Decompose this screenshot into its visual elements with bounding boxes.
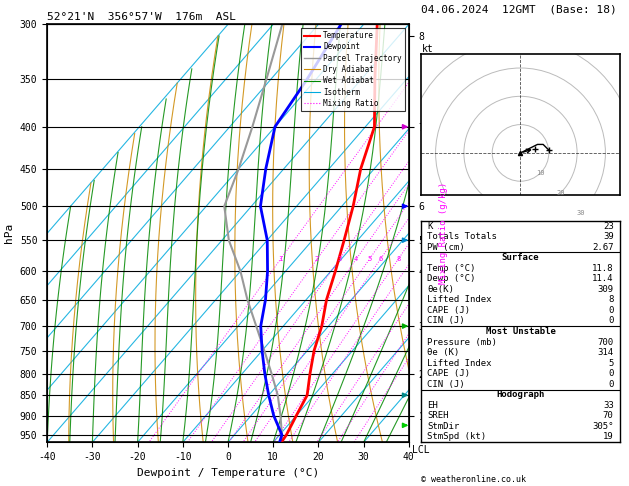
Text: 0: 0 <box>608 380 614 389</box>
Text: 0: 0 <box>608 369 614 378</box>
Text: 11.8: 11.8 <box>592 264 614 273</box>
Text: 19: 19 <box>603 433 614 441</box>
Text: 20: 20 <box>556 190 565 196</box>
Text: 3: 3 <box>338 256 342 262</box>
Text: SREH: SREH <box>427 411 449 420</box>
Y-axis label: hPa: hPa <box>4 223 14 243</box>
Text: 4: 4 <box>354 256 359 262</box>
Text: Temp (°C): Temp (°C) <box>427 264 476 273</box>
Text: θe(K): θe(K) <box>427 285 454 294</box>
Legend: Temperature, Dewpoint, Parcel Trajectory, Dry Adiabat, Wet Adiabat, Isotherm, Mi: Temperature, Dewpoint, Parcel Trajectory… <box>301 28 405 111</box>
Text: 0: 0 <box>608 306 614 315</box>
Text: 2: 2 <box>315 256 319 262</box>
Text: 6: 6 <box>378 256 382 262</box>
Text: 314: 314 <box>598 348 614 357</box>
Text: 8: 8 <box>608 295 614 304</box>
Text: K: K <box>427 222 433 230</box>
Text: 5: 5 <box>608 359 614 367</box>
Text: CIN (J): CIN (J) <box>427 380 465 389</box>
Text: 30: 30 <box>576 210 585 216</box>
Text: 305°: 305° <box>592 422 614 431</box>
Text: Mixing Ratio (g/kg): Mixing Ratio (g/kg) <box>439 182 448 284</box>
Text: EH: EH <box>427 401 438 410</box>
Text: CAPE (J): CAPE (J) <box>427 306 470 315</box>
Text: kt: kt <box>421 44 433 54</box>
Text: 70: 70 <box>603 411 614 420</box>
Y-axis label: km
ASL: km ASL <box>437 233 454 255</box>
Text: Lifted Index: Lifted Index <box>427 359 492 367</box>
Text: Surface: Surface <box>502 253 539 262</box>
Text: 309: 309 <box>598 285 614 294</box>
Text: © weatheronline.co.uk: © weatheronline.co.uk <box>421 474 526 484</box>
Text: 11.4: 11.4 <box>592 274 614 283</box>
Text: Lifted Index: Lifted Index <box>427 295 492 304</box>
Text: 1: 1 <box>279 256 282 262</box>
Text: Dewp (°C): Dewp (°C) <box>427 274 476 283</box>
Text: StmSpd (kt): StmSpd (kt) <box>427 433 486 441</box>
Text: 8: 8 <box>396 256 401 262</box>
Text: 04.06.2024  12GMT  (Base: 18): 04.06.2024 12GMT (Base: 18) <box>421 4 617 15</box>
Text: CAPE (J): CAPE (J) <box>427 369 470 378</box>
Text: PW (cm): PW (cm) <box>427 243 465 252</box>
Text: 5: 5 <box>367 256 372 262</box>
Text: 33: 33 <box>603 401 614 410</box>
Text: StmDir: StmDir <box>427 422 460 431</box>
Text: 52°21'N  356°57'W  176m  ASL: 52°21'N 356°57'W 176m ASL <box>47 12 236 22</box>
Text: Most Unstable: Most Unstable <box>486 327 555 336</box>
Text: 39: 39 <box>603 232 614 241</box>
Text: CIN (J): CIN (J) <box>427 316 465 326</box>
Text: 0: 0 <box>608 316 614 326</box>
Text: 23: 23 <box>603 222 614 230</box>
Text: LCL: LCL <box>412 445 430 455</box>
Text: 2.67: 2.67 <box>592 243 614 252</box>
Text: Pressure (mb): Pressure (mb) <box>427 338 498 347</box>
Text: Totals Totals: Totals Totals <box>427 232 498 241</box>
Text: 10: 10 <box>537 170 545 176</box>
Text: θe (K): θe (K) <box>427 348 460 357</box>
X-axis label: Dewpoint / Temperature (°C): Dewpoint / Temperature (°C) <box>137 468 319 478</box>
Text: Hodograph: Hodograph <box>496 390 545 399</box>
Text: 700: 700 <box>598 338 614 347</box>
